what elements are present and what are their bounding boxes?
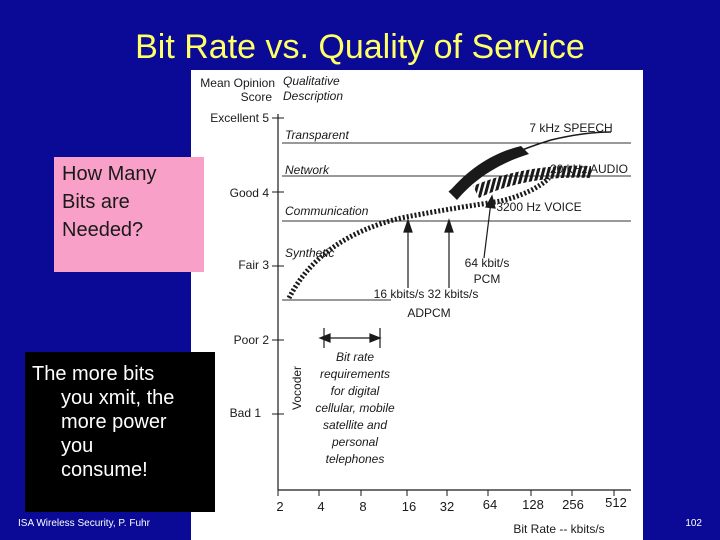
band-label-communication: Communication [285, 204, 369, 218]
mos-label-good: Good 4 [230, 186, 270, 200]
x-axis-ticks [277, 490, 615, 496]
note-line-4: you [61, 435, 94, 457]
page-number: 102 [685, 518, 702, 529]
note-line-5: consume! [61, 459, 148, 481]
mos-labels: Excellent 5 Good 4 Fair 3 Poor 2 Bad 1 [210, 111, 269, 420]
speech-label: 7 kHz SPEECH [529, 121, 612, 135]
x-tick-label: 64 [483, 497, 497, 512]
bitrate-req-line-2: requirements [320, 367, 390, 381]
speech-curve-band [449, 146, 529, 200]
audio-label: 20 kHz AUDIO [550, 162, 628, 176]
bitrate-requirements-note: Bit rate requirements for digital cellul… [315, 350, 395, 466]
bitrate-req-line-7: telephones [326, 452, 385, 466]
question-line-3: Needed? [62, 219, 144, 241]
qual-header-line-1: Qualitative [283, 74, 340, 88]
bitrate-req-line-5: satellite and [323, 418, 387, 432]
adpcm-label: ADPCM [407, 306, 450, 320]
mos-label-poor: Poor 2 [234, 333, 270, 347]
slide-title: Bit Rate vs. Quality of Service [135, 28, 585, 66]
bitrate-req-line-6: personal [331, 435, 378, 449]
x-tick-label: 256 [562, 497, 584, 512]
bitrate-req-line-4: cellular, mobile [315, 401, 395, 415]
mos-label-excellent: Excellent 5 [210, 111, 269, 125]
x-axis-label: Bit Rate -- kbits/s [513, 522, 604, 536]
x-tick-label: 4 [317, 499, 324, 514]
question-box: How Many Bits are Needed? [54, 157, 204, 272]
y-axis-header-line-1: Mean Opinion [200, 76, 275, 90]
bitrate-quality-figure: Mean Opinion Score Qualitative Descripti… [191, 70, 643, 540]
y-axis-ticks [272, 117, 284, 415]
note-line-1: The more bits [32, 363, 155, 385]
band-label-transparent: Transparent [285, 128, 349, 142]
band-label-synthetic: Synthetic [285, 246, 334, 260]
question-line-2: Bits are [62, 191, 130, 213]
pcm-rate-label: 64 kbit/s [465, 256, 510, 270]
figure-svg: Mean Opinion Score Qualitative Descripti… [200, 74, 631, 536]
mos-label-bad: Bad 1 [230, 406, 262, 420]
mos-label-fair: Fair 3 [238, 258, 269, 272]
qual-header-line-2: Description [283, 89, 343, 103]
pcm-label: PCM [474, 272, 501, 286]
note-line-2: you xmit, the [61, 387, 175, 409]
adpcm-rates-label: 16 kbits/s 32 kbits/s [374, 287, 479, 301]
y-axis-header-line-2: Score [241, 90, 273, 104]
x-tick-label: 32 [440, 499, 454, 514]
audio-curve-band [473, 165, 591, 198]
vocoder-label: Vocoder [290, 366, 304, 410]
note-line-3: more power [61, 411, 167, 433]
power-note-box: The more bits you xmit, the more power y… [25, 352, 215, 512]
x-tick-label: 8 [359, 499, 366, 514]
band-label-network: Network [285, 163, 330, 177]
x-tick-label: 2 [276, 499, 283, 514]
footer-credit: ISA Wireless Security, P. Fuhr [18, 518, 150, 529]
bitrate-req-line-1: Bit rate [336, 350, 374, 364]
x-tick-labels: 2 4 8 16 32 64 128 256 512 [276, 495, 626, 514]
x-tick-label: 16 [402, 499, 416, 514]
annotation-arrows [318, 194, 496, 348]
bitrate-req-line-3: for digital [331, 384, 380, 398]
question-line-1: How Many [62, 163, 157, 185]
voice-curve [286, 176, 551, 300]
x-tick-label: 128 [522, 497, 544, 512]
x-tick-label: 512 [605, 495, 627, 510]
voice-label: 3200 Hz VOICE [496, 200, 581, 214]
